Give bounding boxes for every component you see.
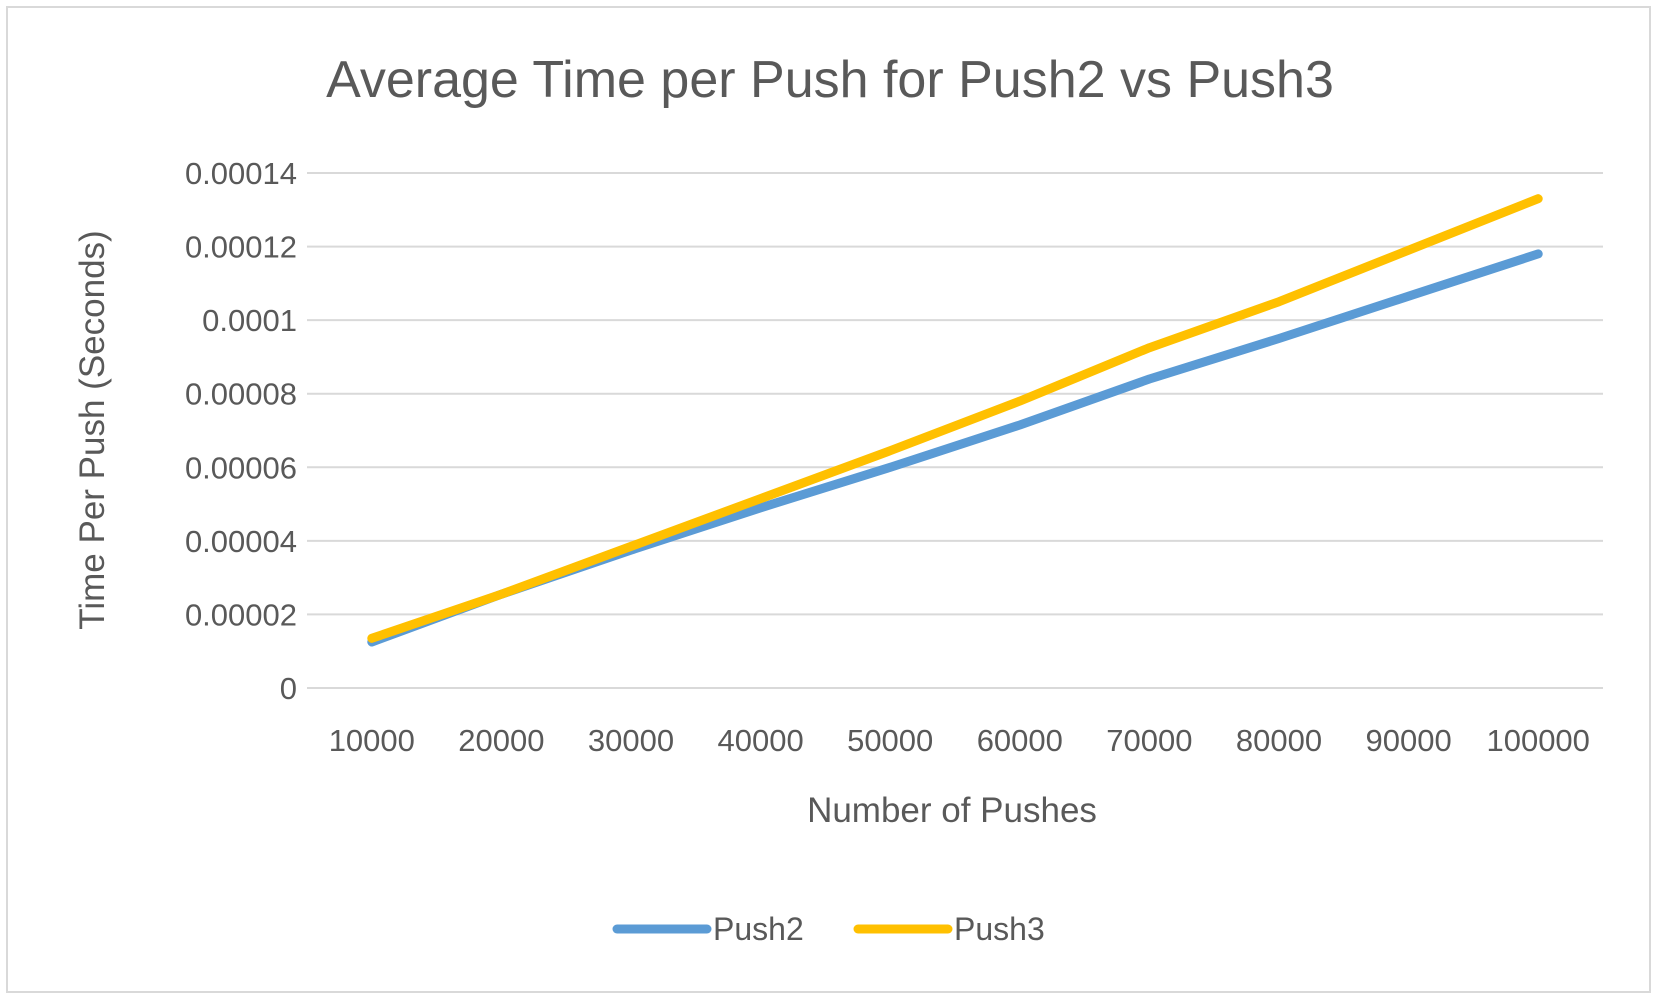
x-tick-label: 20000 xyxy=(458,723,544,758)
series-line-push2 xyxy=(367,249,1543,647)
y-axis-tick-labels: 0 0.00002 0.00004 0.00006 0.00008 0.0001 0.000… xyxy=(185,156,297,706)
y-tick-label: 0.00012 xyxy=(185,230,297,265)
y-tick-label: 0.00006 xyxy=(185,450,297,485)
y-tick-label: 0.00004 xyxy=(185,524,297,559)
x-tick-label: 30000 xyxy=(588,723,674,758)
x-tick-label: 70000 xyxy=(1106,723,1192,758)
x-axis-title: Number of Pushes xyxy=(807,791,1097,830)
series-lines xyxy=(367,194,1543,647)
y-axis-title: Time Per Push (Seconds) xyxy=(73,230,112,629)
x-tick-label: 80000 xyxy=(1236,723,1322,758)
y-tick-label: 0.00014 xyxy=(185,156,297,191)
x-tick-label: 100000 xyxy=(1486,723,1589,758)
x-tick-label: 50000 xyxy=(847,723,933,758)
x-tick-label: 60000 xyxy=(977,723,1063,758)
x-tick-label: 10000 xyxy=(329,723,415,758)
legend: Push2 Push3 xyxy=(612,911,1045,947)
y-tick-label: 0.00008 xyxy=(185,377,297,412)
y-tick-label: 0.00002 xyxy=(185,597,297,632)
gridlines xyxy=(307,172,1603,689)
legend-label-push2: Push2 xyxy=(713,911,804,947)
y-tick-label: 0 xyxy=(280,671,297,706)
x-tick-label: 90000 xyxy=(1365,723,1451,758)
x-tick-label: 40000 xyxy=(717,723,803,758)
legend-label-push3: Push3 xyxy=(954,911,1045,947)
x-axis-tick-labels: 10000 20000 30000 40000 50000 60000 70000 80000… xyxy=(329,723,1590,758)
series-line-push3 xyxy=(367,194,1543,643)
chart-area xyxy=(6,6,1651,993)
chart-title: Average Time per Push for Push2 vs Push3 xyxy=(326,51,1334,109)
y-tick-label: 0.0001 xyxy=(202,303,297,338)
